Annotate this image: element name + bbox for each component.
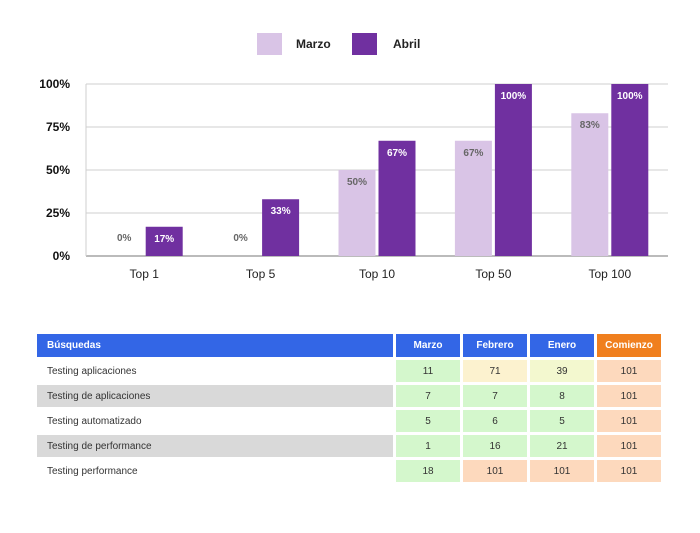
chart-legend: Marzo Abril [257,33,420,55]
legend-label-marzo: Marzo [296,37,331,51]
column-header-busquedas: Búsquedas [37,334,393,357]
value-cell: 101 [597,360,661,382]
table-row: Testing de performance 1 16 21 101 [37,435,661,457]
value-cell: 5 [530,410,594,432]
query-cell: Testing performance [47,465,138,477]
bar-abril-top-50 [494,84,532,256]
bar-chart: Marzo Abril 0% 25% 50% 75% 100% 0% 17% Top 1 0%… [39,33,668,281]
bar-abril-top-1 [145,226,183,256]
table-header-row: Búsquedas Marzo Febrero Enero Comienzo [37,334,661,357]
y-tick-label: 50% [46,163,70,177]
y-tick-label: 25% [46,206,70,220]
data-label: 50% [347,177,367,188]
value-cell: 18 [396,460,460,482]
search-ranking-table: Búsquedas Marzo Febrero Enero Comienzo T… [34,331,664,485]
x-tick-label: Top 10 [359,267,395,281]
bar-abril-top-5 [262,199,300,256]
x-tick-label: Top 100 [588,267,631,281]
query-cell: Testing de performance [37,435,393,457]
data-label: 67% [463,148,483,159]
value-cell: 21 [530,435,594,457]
query-cell: Testing automatizado [47,415,142,427]
value-cell: 7 [396,385,460,407]
bar-marzo-top-100 [571,113,609,257]
value-cell: 5 [396,410,460,432]
data-label: 100% [617,91,643,102]
value-cell: 39 [530,360,594,382]
query-cell: Testing aplicaciones [47,365,137,377]
y-tick-label: 0% [53,249,71,263]
value-cell: 101 [597,385,661,407]
value-cell: 11 [396,360,460,382]
column-header-febrero: Febrero [463,334,527,357]
table-row: Testing de aplicaciones 7 7 8 101 [37,385,661,407]
x-tick-label: Top 50 [475,267,511,281]
value-cell: 101 [597,460,661,482]
legend-swatch-abril [352,33,377,55]
value-cell: 6 [463,410,527,432]
value-cell: 16 [463,435,527,457]
value-cell: 101 [597,435,661,457]
y-tick-label: 75% [46,120,70,134]
data-label: 100% [501,91,527,102]
column-header-marzo: Marzo [396,334,460,357]
legend-label-abril: Abril [393,37,420,51]
data-label: 67% [387,148,407,159]
table-row: Testing performance 18 101 101 101 [37,460,661,482]
bar-marzo-top-10 [338,170,376,256]
data-label: 17% [154,234,174,245]
data-label: 0% [233,233,248,244]
data-label: 33% [271,206,291,217]
x-tick-label: Top 1 [130,267,160,281]
value-cell: 101 [597,410,661,432]
value-cell: 101 [530,460,594,482]
bar-marzo-top-50 [454,140,492,256]
column-header-enero: Enero [530,334,594,357]
value-cell: 1 [396,435,460,457]
value-cell: 7 [463,385,527,407]
value-cell: 71 [463,360,527,382]
column-header-comienzo: Comienzo [597,334,661,357]
table-row: Testing aplicaciones 11 71 39 101 [37,360,661,382]
data-label: 0% [117,233,132,244]
legend-swatch-marzo [257,33,282,55]
y-tick-label: 100% [39,77,70,91]
value-cell: 101 [463,460,527,482]
query-cell: Testing de aplicaciones [37,385,393,407]
data-label: 83% [580,120,600,131]
bar-abril-top-100 [611,84,649,256]
table-row: Testing automatizado 5 6 5 101 [37,410,661,432]
bar-abril-top-10 [378,140,416,256]
x-tick-label: Top 5 [246,267,276,281]
value-cell: 8 [530,385,594,407]
